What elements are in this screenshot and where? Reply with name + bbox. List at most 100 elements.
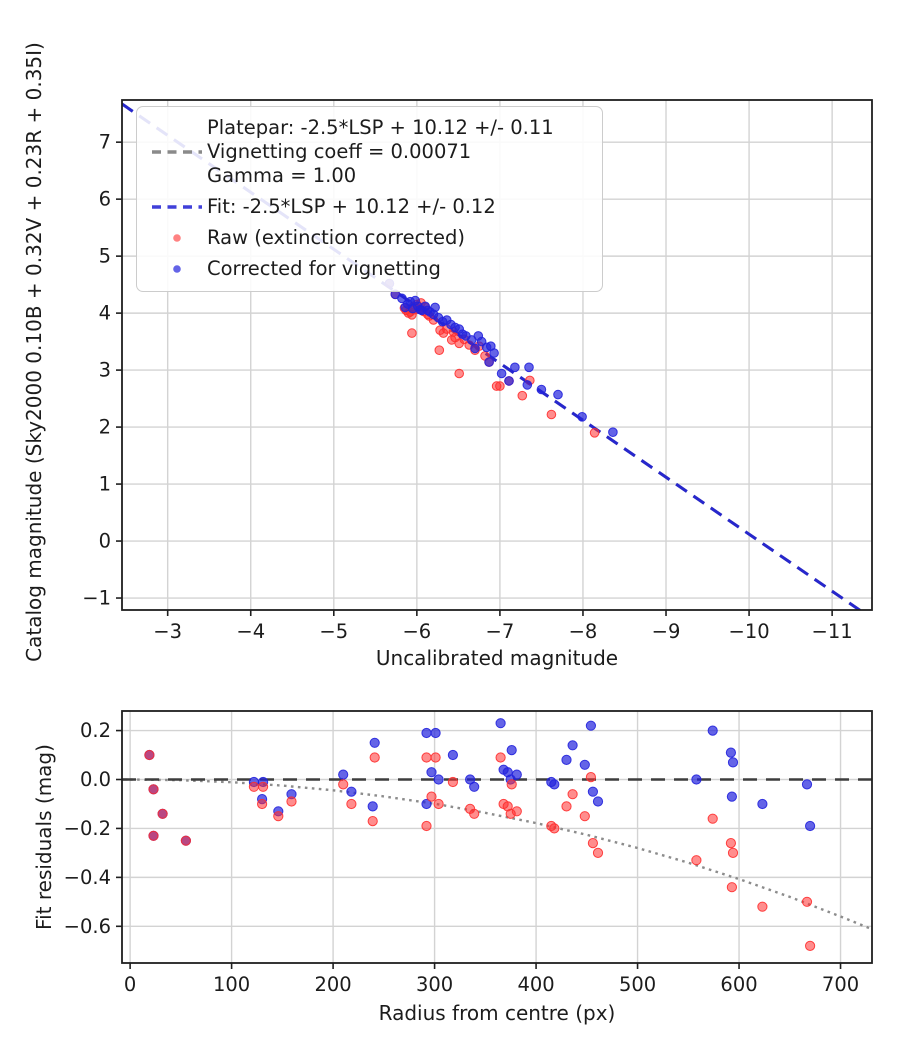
raw-scatter-point <box>727 847 739 859</box>
legend-entry-platepar: Platepar: -2.5*LSP + 10.12 +/- 0.11 Vign… <box>147 116 590 188</box>
corrected-scatter-point <box>691 774 702 785</box>
raw-dot <box>173 234 181 242</box>
raw-scatter-point <box>561 801 572 812</box>
raw-scatter-point <box>585 772 597 783</box>
platepar-label-line2: Vignetting coeff = 0.00071 <box>207 140 472 163</box>
corrected-scatter-point <box>495 718 506 729</box>
corrected-scatter-point <box>801 779 813 790</box>
calibration-ytick-label: 1 <box>99 473 111 496</box>
raw-dot-marker <box>147 232 207 244</box>
raw-scatter-point <box>454 368 465 379</box>
calibration-xtick-label: −11 <box>812 620 853 643</box>
raw-scatter-point <box>286 796 297 807</box>
residuals-ytick-label: −0.6 <box>64 915 111 938</box>
corrected-scatter-point <box>561 754 572 766</box>
raw-scatter-point <box>757 901 768 912</box>
corrected-scatter-point <box>430 727 441 739</box>
raw-label: Raw (extinction corrected) <box>207 226 465 249</box>
residuals-plot: 0 100 200 300 400 500 600 700 0.2 0.0 −0.2 −0.4 −0.6 <box>64 710 873 996</box>
corrected-scatter-point <box>496 368 507 379</box>
raw-scatter-point <box>495 381 505 391</box>
raw-scatter-point <box>587 838 599 849</box>
calibration-ytick-label: 2 <box>99 416 111 439</box>
residuals-ytick-label: −0.2 <box>64 817 111 840</box>
calibration-ytick-label: 3 <box>99 359 111 382</box>
raw-scatter-point <box>546 409 557 420</box>
corrected-scatter-point <box>447 749 458 761</box>
corrected-scatter-point <box>433 774 444 785</box>
raw-scatter-point <box>567 789 578 800</box>
calibration-xtick-label: −7 <box>486 620 515 643</box>
residuals-xtick-label: 100 <box>213 973 250 996</box>
raw-scatter-point <box>148 784 159 795</box>
fit-label: Fit: -2.5*LSP + 10.12 +/- 0.12 <box>207 195 496 218</box>
corrected-scatter-point <box>484 357 494 367</box>
raw-scatter-point <box>726 882 738 893</box>
top-y-axis-label: Catalog magnitude (Sky2000 0.10B + 0.32V… <box>22 42 46 662</box>
corrected-label: Corrected for vignetting <box>207 257 441 280</box>
corrected-scatter-point <box>727 757 739 768</box>
raw-scatter-point <box>338 779 349 790</box>
calibration-ytick-label: 4 <box>99 302 111 325</box>
residuals-xtick-label: 400 <box>517 973 554 996</box>
platepar-dash-marker <box>147 147 207 157</box>
residuals-ytick-label: 0.0 <box>80 768 111 791</box>
corrected-scatter-point <box>421 798 432 810</box>
raw-scatter-point <box>407 328 417 338</box>
corrected-scatter-point <box>426 767 437 778</box>
corrected-scatter-point <box>504 376 514 386</box>
corrected-scatter-point <box>470 343 480 354</box>
calibration-ytick-label: 6 <box>99 188 111 211</box>
calibration-ytick-label: 5 <box>99 245 111 268</box>
fit-dash-marker <box>147 202 207 212</box>
residuals-ytick-label: 0.2 <box>80 719 111 742</box>
platepar-label: Platepar: -2.5*LSP + 10.12 +/- 0.11 Vign… <box>207 116 590 188</box>
corrected-scatter-point <box>489 348 499 358</box>
raw-scatter-point <box>144 749 155 761</box>
top-x-axis-label: Uncalibrated magnitude <box>375 646 619 670</box>
corrected-scatter-point <box>510 362 520 373</box>
corrected-scatter-point <box>757 798 768 810</box>
raw-scatter-point <box>805 940 816 952</box>
calibration-xtick-label: −5 <box>319 620 348 643</box>
raw-scatter-point <box>589 428 600 438</box>
corrected-scatter-point <box>367 801 378 812</box>
corrected-scatter-point <box>805 820 816 832</box>
raw-scatter-point <box>691 855 702 866</box>
corrected-scatter-point <box>536 384 547 395</box>
corrected-scatter-point <box>585 720 597 731</box>
raw-scatter-point <box>421 820 432 832</box>
bottom-x-axis-label: Radius from centre (px) <box>378 1001 616 1025</box>
raw-scatter-point <box>180 835 191 846</box>
corrected-scatter-point <box>469 781 480 792</box>
raw-scatter-point <box>434 345 445 356</box>
corrected-scatter-point <box>421 727 432 739</box>
raw-scatter-point <box>725 838 737 849</box>
raw-scatter-point <box>495 752 506 763</box>
residuals-raw-series <box>144 749 816 952</box>
raw-scatter-point <box>257 798 268 810</box>
corrected-scatter-point <box>524 362 534 373</box>
legend-entry-raw: Raw (extinction corrected) <box>147 226 590 250</box>
raw-scatter-point <box>346 798 357 810</box>
corrected-scatter-point <box>725 747 737 758</box>
raw-scatter-point <box>517 390 528 401</box>
residuals-axes-frame <box>121 710 873 964</box>
corrected-scatter-point <box>511 769 522 780</box>
corrected-dot <box>173 265 181 273</box>
legend: Platepar: -2.5*LSP + 10.12 +/- 0.11 Vign… <box>136 106 603 292</box>
raw-scatter-point <box>426 791 437 802</box>
corrected-dot-marker <box>147 263 207 275</box>
legend-entry-fit: Fit: -2.5*LSP + 10.12 +/- 0.12 <box>147 195 590 219</box>
corrected-scatter-point <box>506 745 517 756</box>
raw-scatter-point <box>421 752 432 763</box>
platepar-label-line3: Gamma = 1.00 <box>207 164 357 187</box>
corrected-scatter-point <box>397 293 407 304</box>
corrected-scatter-point <box>338 769 349 780</box>
corrected-scatter-point <box>346 786 357 797</box>
raw-scatter-point <box>369 752 380 763</box>
raw-scatter-point <box>469 808 480 819</box>
raw-scatter-point <box>511 806 522 817</box>
raw-scatter-point <box>273 811 284 822</box>
